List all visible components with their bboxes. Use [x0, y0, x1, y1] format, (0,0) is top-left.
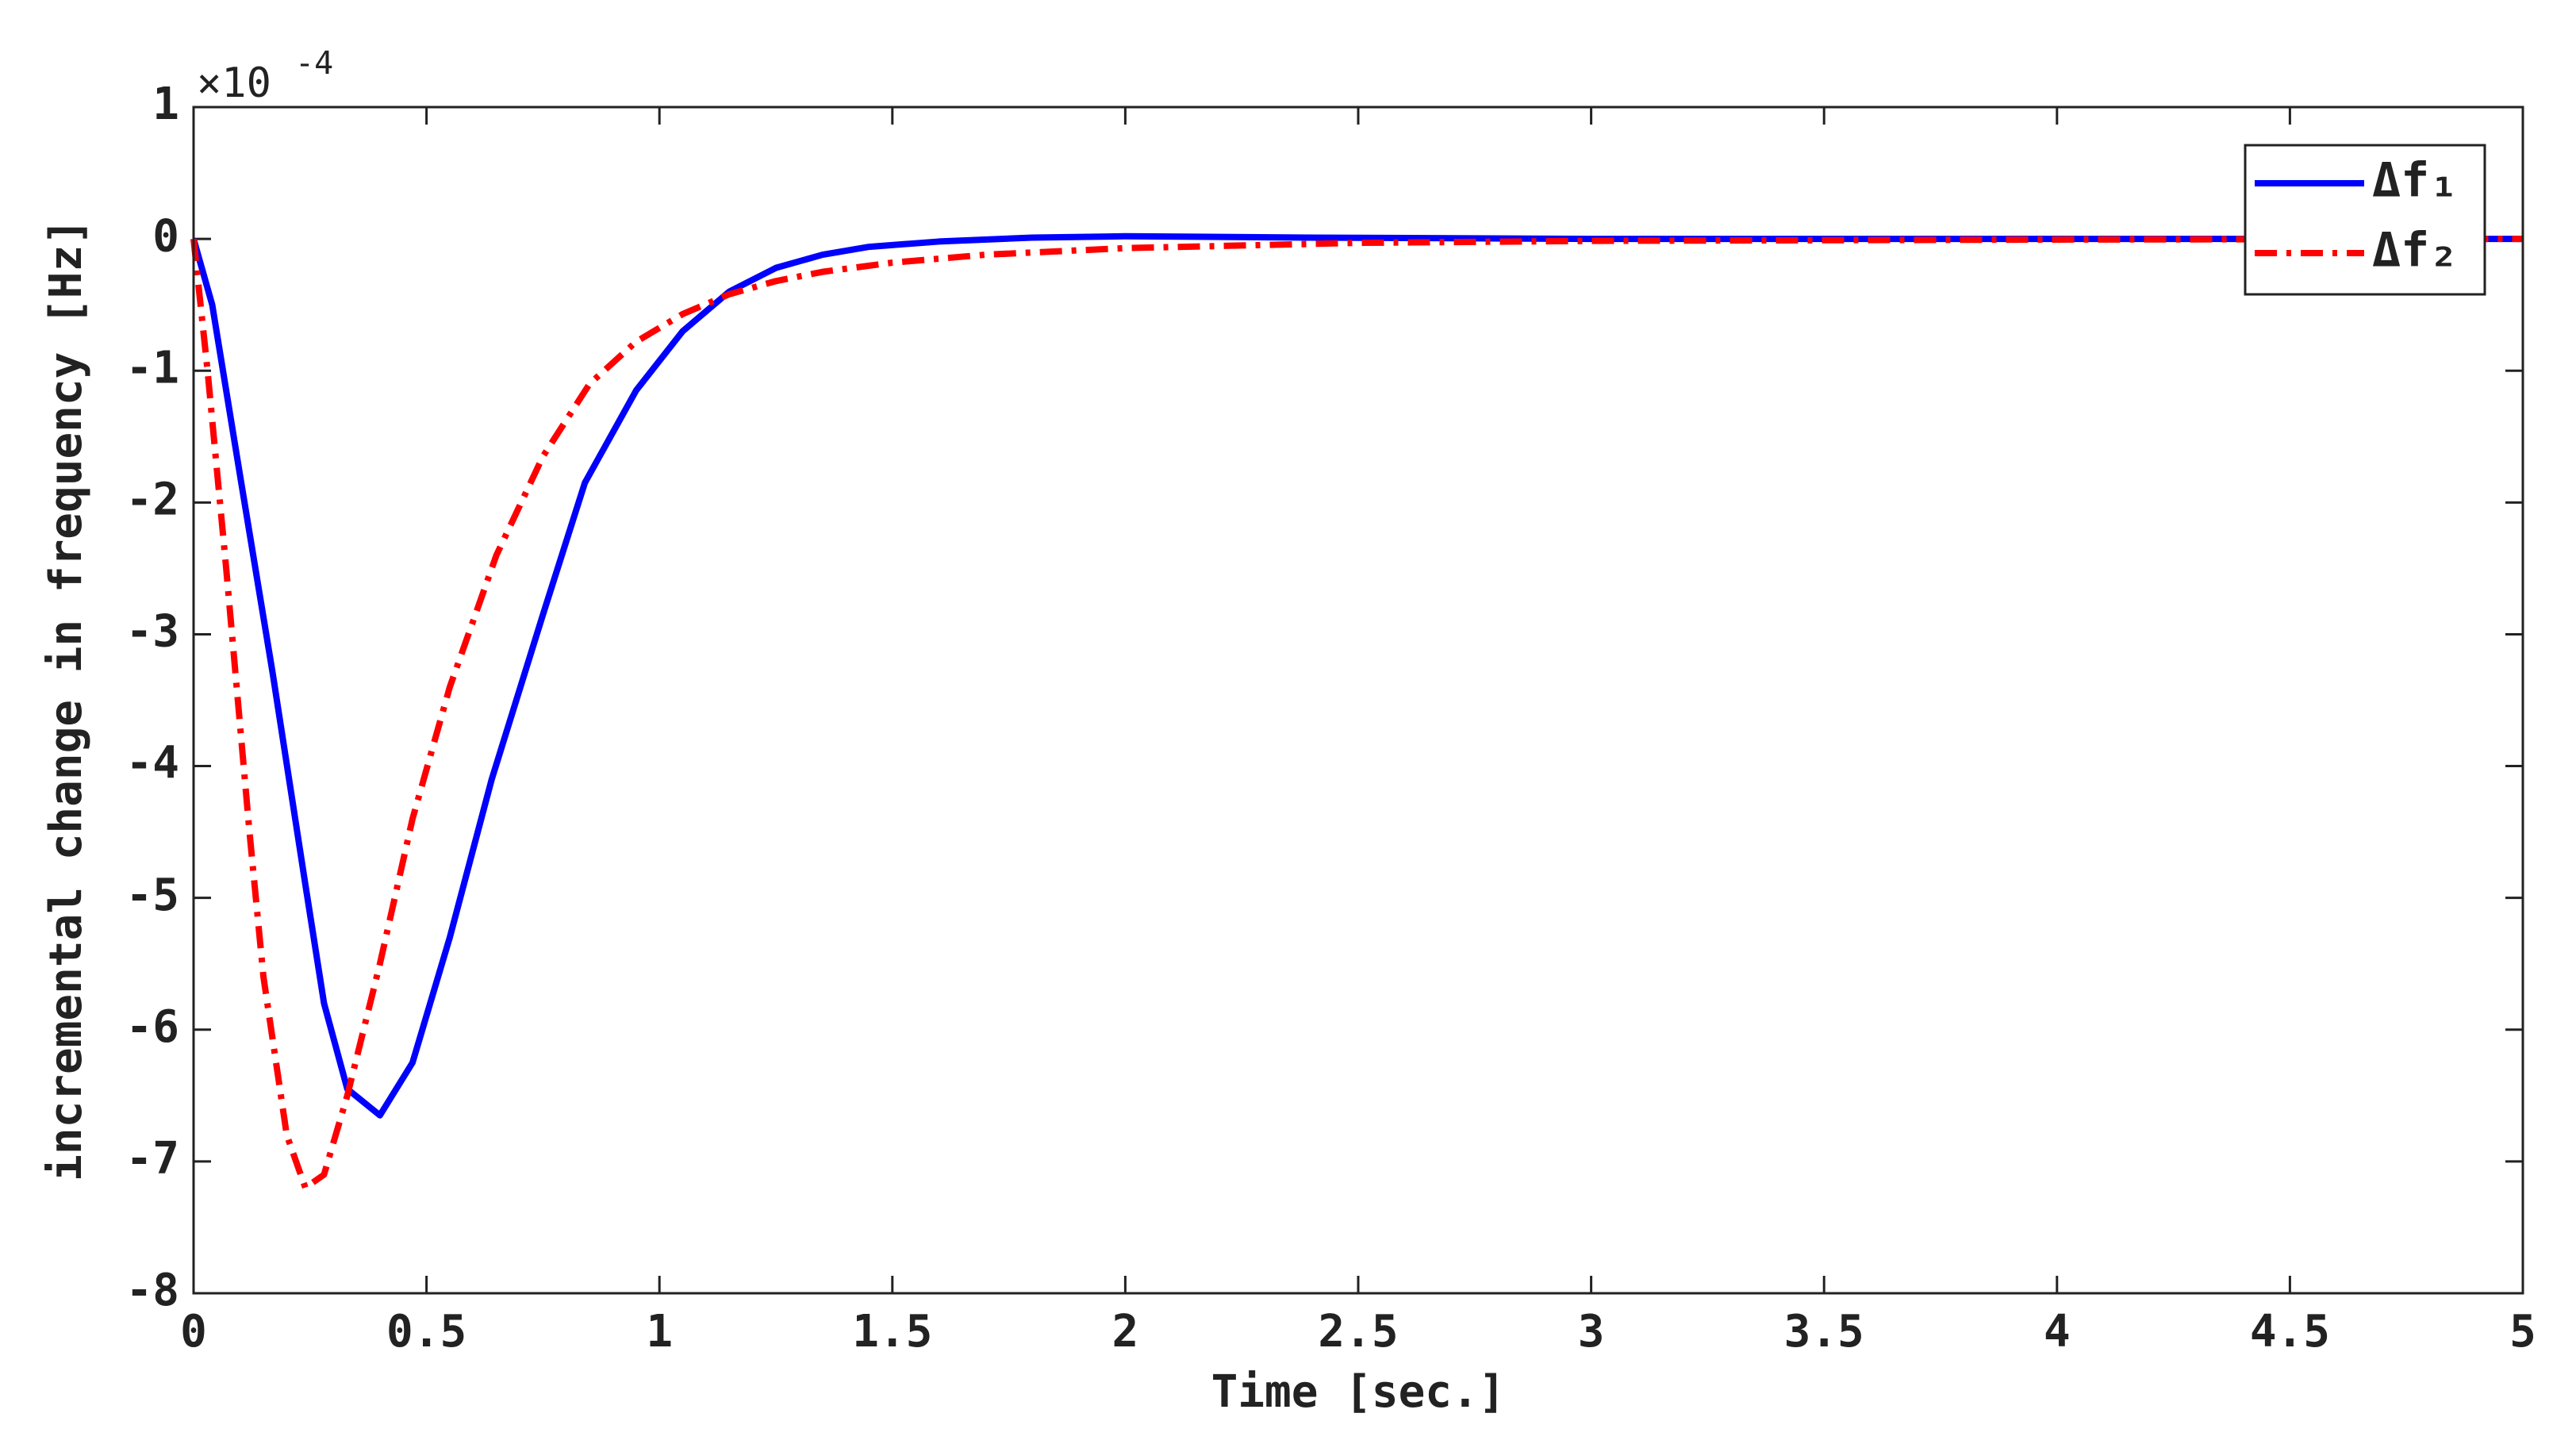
y-multiplier: ×10: [197, 60, 271, 107]
x-tick-label: 3.5: [1784, 1306, 1864, 1358]
y-tick-label: -2: [126, 474, 179, 525]
series-line: [190, 232, 2523, 1119]
x-tick-label: 1: [646, 1306, 673, 1358]
y-axis-label: incremental change in frequency [Hz]: [40, 218, 92, 1181]
y-tick-label: -5: [126, 870, 179, 921]
x-tick-label: 2.5: [1318, 1306, 1398, 1358]
x-tick-label: 5: [2509, 1306, 2536, 1358]
legend-label: Δf₂: [2372, 223, 2458, 278]
x-tick-label: 3: [1578, 1306, 1605, 1358]
y-multiplier-exponent: -4: [295, 45, 333, 82]
x-tick-label: 1.5: [852, 1306, 932, 1358]
x-tick-label: 0.5: [386, 1306, 466, 1358]
y-tick-label: 0: [152, 210, 179, 262]
y-tick-label: -1: [126, 342, 179, 394]
y-tick-label: -6: [126, 1001, 179, 1053]
series-line: [190, 236, 2524, 1192]
x-axis-label: Time [sec.]: [1211, 1366, 1506, 1418]
y-tick-label: -3: [126, 606, 179, 658]
y-tick-label: -4: [126, 738, 179, 789]
axes-box: [192, 106, 2524, 1295]
y-tick-label: -7: [126, 1133, 179, 1185]
x-tick-label: 2: [1112, 1306, 1139, 1358]
plot-area: [194, 107, 2523, 1293]
legend-box: [2244, 144, 2486, 296]
x-tick-label: 4: [2044, 1306, 2071, 1358]
x-tick-label: 0: [180, 1306, 207, 1358]
x-tick-label: 4.5: [2250, 1306, 2330, 1358]
legend-label: Δf₁: [2372, 153, 2458, 209]
y-tick-label: 1: [152, 79, 179, 130]
y-tick-label: -8: [126, 1265, 179, 1316]
